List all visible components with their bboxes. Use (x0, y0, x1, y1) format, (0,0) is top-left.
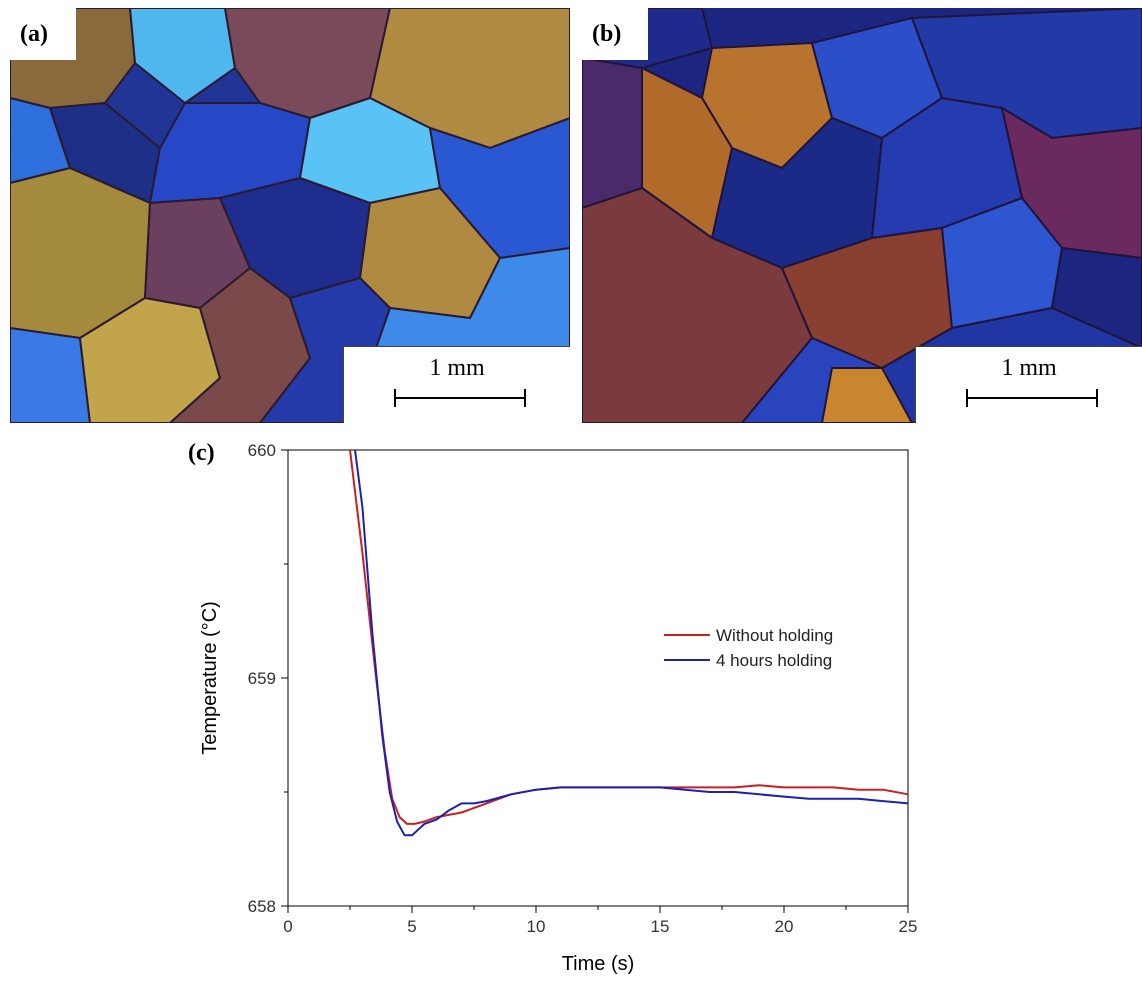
axis-ticks: 0 5 10 15 20 25 658 659 660 (248, 441, 918, 936)
temperature-time-chart: (c) 0 5 10 15 20 25 658 659 660 Time (s) Tempera… (188, 440, 918, 975)
scale-bar-cap-right (1096, 389, 1098, 407)
scale-bar-label-b: 1 mm (1001, 355, 1057, 381)
panel-label-c: (c) (188, 440, 215, 466)
scale-bar-cap-left (394, 389, 396, 407)
plot-frame (287, 449, 909, 907)
x-tick-label: 10 (527, 917, 546, 936)
series-line-4-hours-holding (354, 449, 909, 837)
panel-label-b: (b) (582, 8, 648, 60)
x-tick-label: 0 (283, 917, 292, 936)
scale-bar-box-b: 1 mm (915, 346, 1142, 423)
micrograph-a: (a) 1 mm (10, 8, 570, 423)
legend-label-4-hours-holding: 4 hours holding (716, 651, 832, 670)
y-tick-label: 660 (248, 441, 276, 460)
x-axis-title: Time (s) (562, 953, 635, 975)
micrograph-b: (b) 1 mm (582, 8, 1142, 423)
legend-label-without-holding: Without holding (716, 626, 833, 645)
scale-bar-b (966, 389, 1098, 407)
series-lines (349, 449, 909, 837)
x-tick-label: 25 (899, 917, 918, 936)
y-tick-label: 659 (248, 669, 276, 688)
legend: Without holding 4 hours holding (664, 626, 833, 670)
x-tick-label: 20 (775, 917, 794, 936)
scale-bar-cap-right (524, 389, 526, 407)
y-axis-title: Temperature (°C) (199, 601, 221, 755)
x-tick-label: 15 (651, 917, 670, 936)
grain-structure-image-a (10, 8, 570, 423)
y-tick-label: 658 (248, 897, 276, 916)
scale-bar-label-a: 1 mm (429, 355, 485, 381)
scale-bar-a (394, 389, 526, 407)
scale-bar-cap-left (966, 389, 968, 407)
panel-label-a: (a) (10, 8, 76, 60)
scale-bar-box-a: 1 mm (343, 346, 570, 423)
x-tick-label: 5 (407, 917, 416, 936)
